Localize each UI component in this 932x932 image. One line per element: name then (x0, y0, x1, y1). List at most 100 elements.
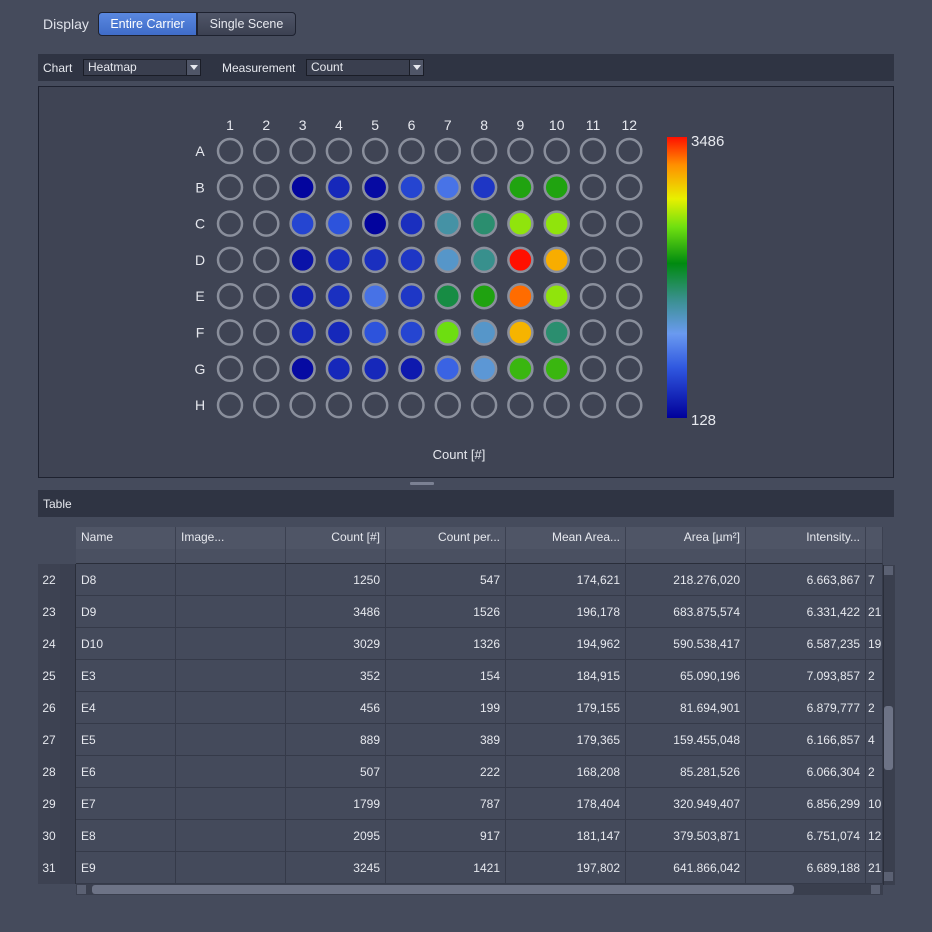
row-number[interactable]: 31 (38, 852, 60, 884)
well-H6[interactable] (400, 393, 424, 417)
chart-type-dropdown[interactable]: Heatmap (83, 59, 201, 76)
filter-cell[interactable] (626, 549, 746, 564)
cell-count-per[interactable]: 154 (386, 660, 506, 692)
single-scene-toggle[interactable]: Single Scene (197, 12, 296, 36)
cell-intensity[interactable]: 6.689,188 (746, 852, 866, 884)
measurement-dropdown[interactable]: Count (306, 59, 424, 76)
well-E8[interactable] (472, 284, 496, 308)
well-H8[interactable] (472, 393, 496, 417)
well-F8[interactable] (472, 321, 496, 345)
cell-name[interactable]: D10 (76, 628, 176, 660)
well-D10[interactable] (545, 248, 569, 272)
cell-mean-area[interactable]: 179,155 (506, 692, 626, 724)
well-E9[interactable] (508, 284, 532, 308)
cell-overflow[interactable]: 19 (866, 628, 883, 660)
cell-mean-area[interactable]: 168,208 (506, 756, 626, 788)
row-selector[interactable] (60, 756, 76, 788)
well-D8[interactable] (472, 248, 496, 272)
well-D6[interactable] (400, 248, 424, 272)
table-row[interactable]: 28 E6 507 222 168,208 85.281,526 6.066,304 2 (38, 756, 888, 788)
well-E3[interactable] (291, 284, 315, 308)
row-number[interactable]: 23 (38, 596, 60, 628)
cell-overflow[interactable]: 4 (866, 724, 883, 756)
well-F10[interactable] (545, 321, 569, 345)
entire-carrier-toggle[interactable]: Entire Carrier (98, 12, 197, 36)
cell-overflow[interactable]: 21 (866, 596, 883, 628)
well-A8[interactable] (472, 139, 496, 163)
cell-overflow[interactable]: 21 (866, 852, 883, 884)
cell-image[interactable] (176, 788, 286, 820)
well-H2[interactable] (254, 393, 278, 417)
well-D3[interactable] (291, 248, 315, 272)
cell-name[interactable]: E9 (76, 852, 176, 884)
well-B3[interactable] (291, 175, 315, 199)
well-G4[interactable] (327, 357, 351, 381)
well-C9[interactable] (508, 212, 532, 236)
cell-count[interactable]: 352 (286, 660, 386, 692)
well-G9[interactable] (508, 357, 532, 381)
filter-cell[interactable] (286, 549, 386, 564)
cell-overflow[interactable]: 7 (866, 564, 883, 596)
well-H5[interactable] (363, 393, 387, 417)
cell-area[interactable]: 320.949,407 (626, 788, 746, 820)
well-F9[interactable] (508, 321, 532, 345)
well-A3[interactable] (291, 139, 315, 163)
cell-count[interactable]: 3245 (286, 852, 386, 884)
well-G8[interactable] (472, 357, 496, 381)
cell-area[interactable]: 65.090,196 (626, 660, 746, 692)
filter-cell[interactable] (176, 549, 286, 564)
well-D2[interactable] (254, 248, 278, 272)
cell-image[interactable] (176, 628, 286, 660)
well-B6[interactable] (400, 175, 424, 199)
row-number[interactable]: 22 (38, 564, 60, 596)
table-row[interactable]: 30 E8 2095 917 181,147 379.503,871 6.751,074 12 (38, 820, 888, 852)
well-B9[interactable] (508, 175, 532, 199)
row-number[interactable]: 27 (38, 724, 60, 756)
well-D12[interactable] (617, 248, 641, 272)
well-D1[interactable] (218, 248, 242, 272)
scroll-down-icon[interactable] (884, 872, 893, 881)
vertical-scroll-thumb[interactable] (884, 706, 893, 770)
filter-cell[interactable] (506, 549, 626, 564)
well-C7[interactable] (436, 212, 460, 236)
well-C5[interactable] (363, 212, 387, 236)
row-selector[interactable] (60, 852, 76, 884)
cell-overflow[interactable]: 12 (866, 820, 883, 852)
well-C8[interactable] (472, 212, 496, 236)
well-C6[interactable] (400, 212, 424, 236)
cell-mean-area[interactable]: 178,404 (506, 788, 626, 820)
well-F7[interactable] (436, 321, 460, 345)
cell-count-per[interactable]: 1526 (386, 596, 506, 628)
table-row[interactable]: 26 E4 456 199 179,155 81.694,901 6.879,777 2 (38, 692, 888, 724)
horizontal-scroll-thumb[interactable] (92, 885, 794, 894)
row-selector[interactable] (60, 788, 76, 820)
cell-count[interactable]: 456 (286, 692, 386, 724)
row-selector[interactable] (60, 660, 76, 692)
row-selector[interactable] (60, 692, 76, 724)
well-F5[interactable] (363, 321, 387, 345)
cell-intensity[interactable]: 6.166,857 (746, 724, 866, 756)
well-E11[interactable] (581, 284, 605, 308)
well-C2[interactable] (254, 212, 278, 236)
well-G3[interactable] (291, 357, 315, 381)
cell-area[interactable]: 81.694,901 (626, 692, 746, 724)
cell-mean-area[interactable]: 184,915 (506, 660, 626, 692)
table-row[interactable]: 23 D9 3486 1526 196,178 683.875,574 6.331,422 2… (38, 596, 888, 628)
cell-name[interactable]: E6 (76, 756, 176, 788)
well-B11[interactable] (581, 175, 605, 199)
column-header-image[interactable]: Image... (176, 527, 286, 549)
scroll-left-icon[interactable] (77, 885, 86, 894)
cell-intensity[interactable]: 6.856,299 (746, 788, 866, 820)
cell-area[interactable]: 641.866,042 (626, 852, 746, 884)
well-A2[interactable] (254, 139, 278, 163)
cell-count-per[interactable]: 1421 (386, 852, 506, 884)
cell-name[interactable]: E7 (76, 788, 176, 820)
well-H11[interactable] (581, 393, 605, 417)
well-H4[interactable] (327, 393, 351, 417)
cell-image[interactable] (176, 692, 286, 724)
row-selector[interactable] (60, 724, 76, 756)
well-D4[interactable] (327, 248, 351, 272)
well-A5[interactable] (363, 139, 387, 163)
well-H9[interactable] (508, 393, 532, 417)
cell-intensity[interactable]: 6.331,422 (746, 596, 866, 628)
